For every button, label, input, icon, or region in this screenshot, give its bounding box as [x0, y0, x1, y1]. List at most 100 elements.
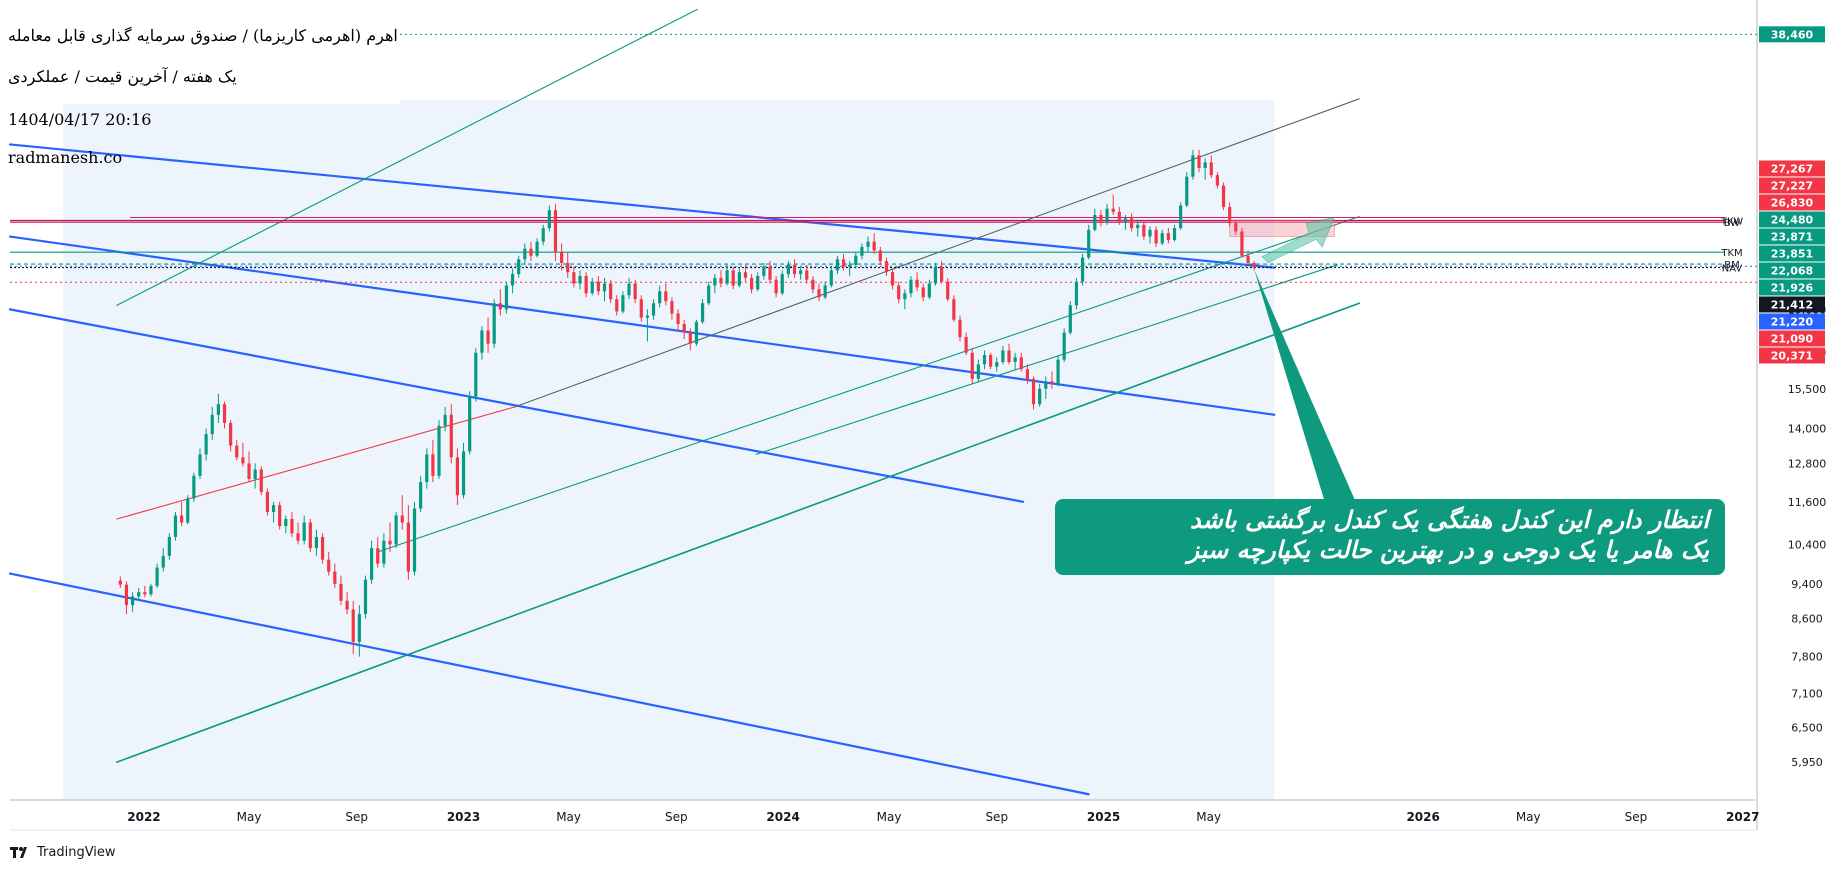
- x-tick-label-5: Sep: [665, 810, 688, 824]
- candle-body-35: [333, 571, 337, 584]
- y-tick-label-7: 9,400: [1791, 578, 1823, 591]
- x-tick-label-4: May: [556, 810, 581, 824]
- price-label-7: 22,068: [1771, 264, 1813, 277]
- candle-body-169: [1154, 229, 1158, 244]
- candle-body-85: [639, 299, 643, 318]
- price-label-bg-5: [1759, 228, 1825, 245]
- candle-body-113: [811, 279, 815, 290]
- y-tick-label-4: 12,800: [1788, 457, 1827, 470]
- x-tick-label-11: 2026: [1406, 810, 1439, 824]
- candle-body-100: [731, 270, 735, 286]
- candle-body-75: [578, 275, 582, 284]
- candle-body-152: [1050, 381, 1054, 384]
- candle-body-8: [167, 536, 171, 556]
- candle-body-42: [376, 548, 380, 564]
- candle-body-143: [995, 362, 999, 367]
- candle-body-48: [412, 508, 417, 572]
- candle-body-183: [1240, 231, 1244, 256]
- candle-body-87: [651, 303, 656, 316]
- candle-body-141: [982, 355, 987, 365]
- y-tick-label-12: 5,950: [1791, 756, 1823, 769]
- candle-body-0: [118, 580, 122, 585]
- candle-body-89: [664, 291, 668, 302]
- level-label-nav: NAV: [1722, 264, 1743, 275]
- candle-body-129: [909, 279, 913, 294]
- candle-body-77: [590, 281, 594, 294]
- y-tick-label-11: 6,500: [1791, 722, 1823, 735]
- candle-body-92: [682, 324, 686, 333]
- candle-body-41: [370, 548, 374, 580]
- trend-line-3: [8, 572, 1090, 796]
- symbol-title: اهرم (اهرمی کاریزما) / صندوق سرمایه گذار…: [8, 26, 398, 45]
- candle-body-15: [210, 414, 214, 435]
- price-label-1: 27,267: [1771, 162, 1813, 175]
- price-label-bg-0: [1759, 26, 1825, 43]
- y-tick-label-9: 7,800: [1791, 651, 1823, 664]
- tradingview-logo[interactable]: TradingView: [10, 845, 116, 860]
- callout-pointer: [1254, 269, 1355, 500]
- candle-body-117: [835, 259, 840, 271]
- candle-body-81: [615, 299, 619, 312]
- candle-body-176: [1197, 155, 1201, 169]
- candle-body-65: [517, 259, 521, 275]
- candle-body-91: [676, 313, 680, 325]
- candle-body-149: [1031, 378, 1036, 405]
- candle-body-11: [186, 498, 190, 523]
- candle-body-82: [621, 295, 625, 312]
- candle-body-121: [860, 246, 864, 256]
- candle-body-170: [1160, 233, 1164, 244]
- price-label-5: 23,871: [1771, 230, 1813, 243]
- price-label-2: 27,227: [1771, 179, 1813, 192]
- candle-body-47: [406, 522, 410, 572]
- candle-body-43: [382, 540, 386, 564]
- candle-body-19: [235, 445, 239, 458]
- y-tick-label-5: 11,600: [1788, 496, 1827, 509]
- candle-body-112: [805, 270, 809, 280]
- candle-body-17: [222, 404, 227, 423]
- y-tick-label-10: 7,100: [1791, 687, 1823, 700]
- candle-body-50: [425, 454, 429, 483]
- candle-body-70: [547, 210, 551, 229]
- candle-body-98: [719, 277, 723, 284]
- candle-body-114: [817, 289, 821, 298]
- x-tick-label-7: May: [877, 810, 902, 824]
- candle-body-126: [890, 272, 895, 286]
- candle-body-105: [762, 266, 766, 276]
- candle-body-94: [694, 321, 699, 344]
- candle-body-45: [394, 515, 398, 545]
- candle-body-155: [1068, 305, 1072, 333]
- candle-body-150: [1038, 388, 1042, 405]
- candle-body-21: [247, 463, 251, 479]
- trend-line-9: [116, 406, 516, 520]
- price-label-6: 23,851: [1771, 247, 1813, 260]
- price-label-4: 24,480: [1771, 213, 1814, 226]
- candle-body-162: [1111, 208, 1115, 212]
- candle-body-31: [308, 522, 312, 549]
- candle-body-119: [848, 264, 852, 267]
- candle-body-9: [173, 515, 178, 537]
- candle-body-107: [774, 279, 778, 294]
- candle-body-131: [921, 287, 925, 298]
- candle-body-83: [627, 283, 631, 296]
- candle-body-156: [1074, 281, 1079, 306]
- candle-body-106: [768, 266, 772, 280]
- x-tick-label-9: 2025: [1087, 810, 1120, 824]
- shaded-region: [63, 100, 1275, 800]
- candle-body-73: [566, 262, 570, 273]
- price-label-bg-1: [1759, 160, 1825, 177]
- candle-body-171: [1166, 233, 1170, 240]
- price-label-11: 21,090: [1771, 332, 1814, 345]
- candle-body-168: [1148, 229, 1152, 237]
- candle-body-115: [823, 285, 827, 298]
- candle-body-24: [265, 491, 270, 513]
- candle-body-13: [198, 454, 202, 476]
- level-label-tkw: TKW: [1720, 217, 1743, 228]
- candle-body-173: [1179, 205, 1183, 229]
- candle-body-95: [700, 303, 705, 322]
- candle-body-20: [241, 457, 245, 464]
- candle-body-71: [553, 210, 558, 253]
- price-label-12: 20,371: [1771, 349, 1813, 362]
- annotation-line-1: انتظار دارم این کندل هفتگی یک کندل برگشت…: [1189, 506, 1709, 534]
- candle-body-80: [609, 283, 613, 300]
